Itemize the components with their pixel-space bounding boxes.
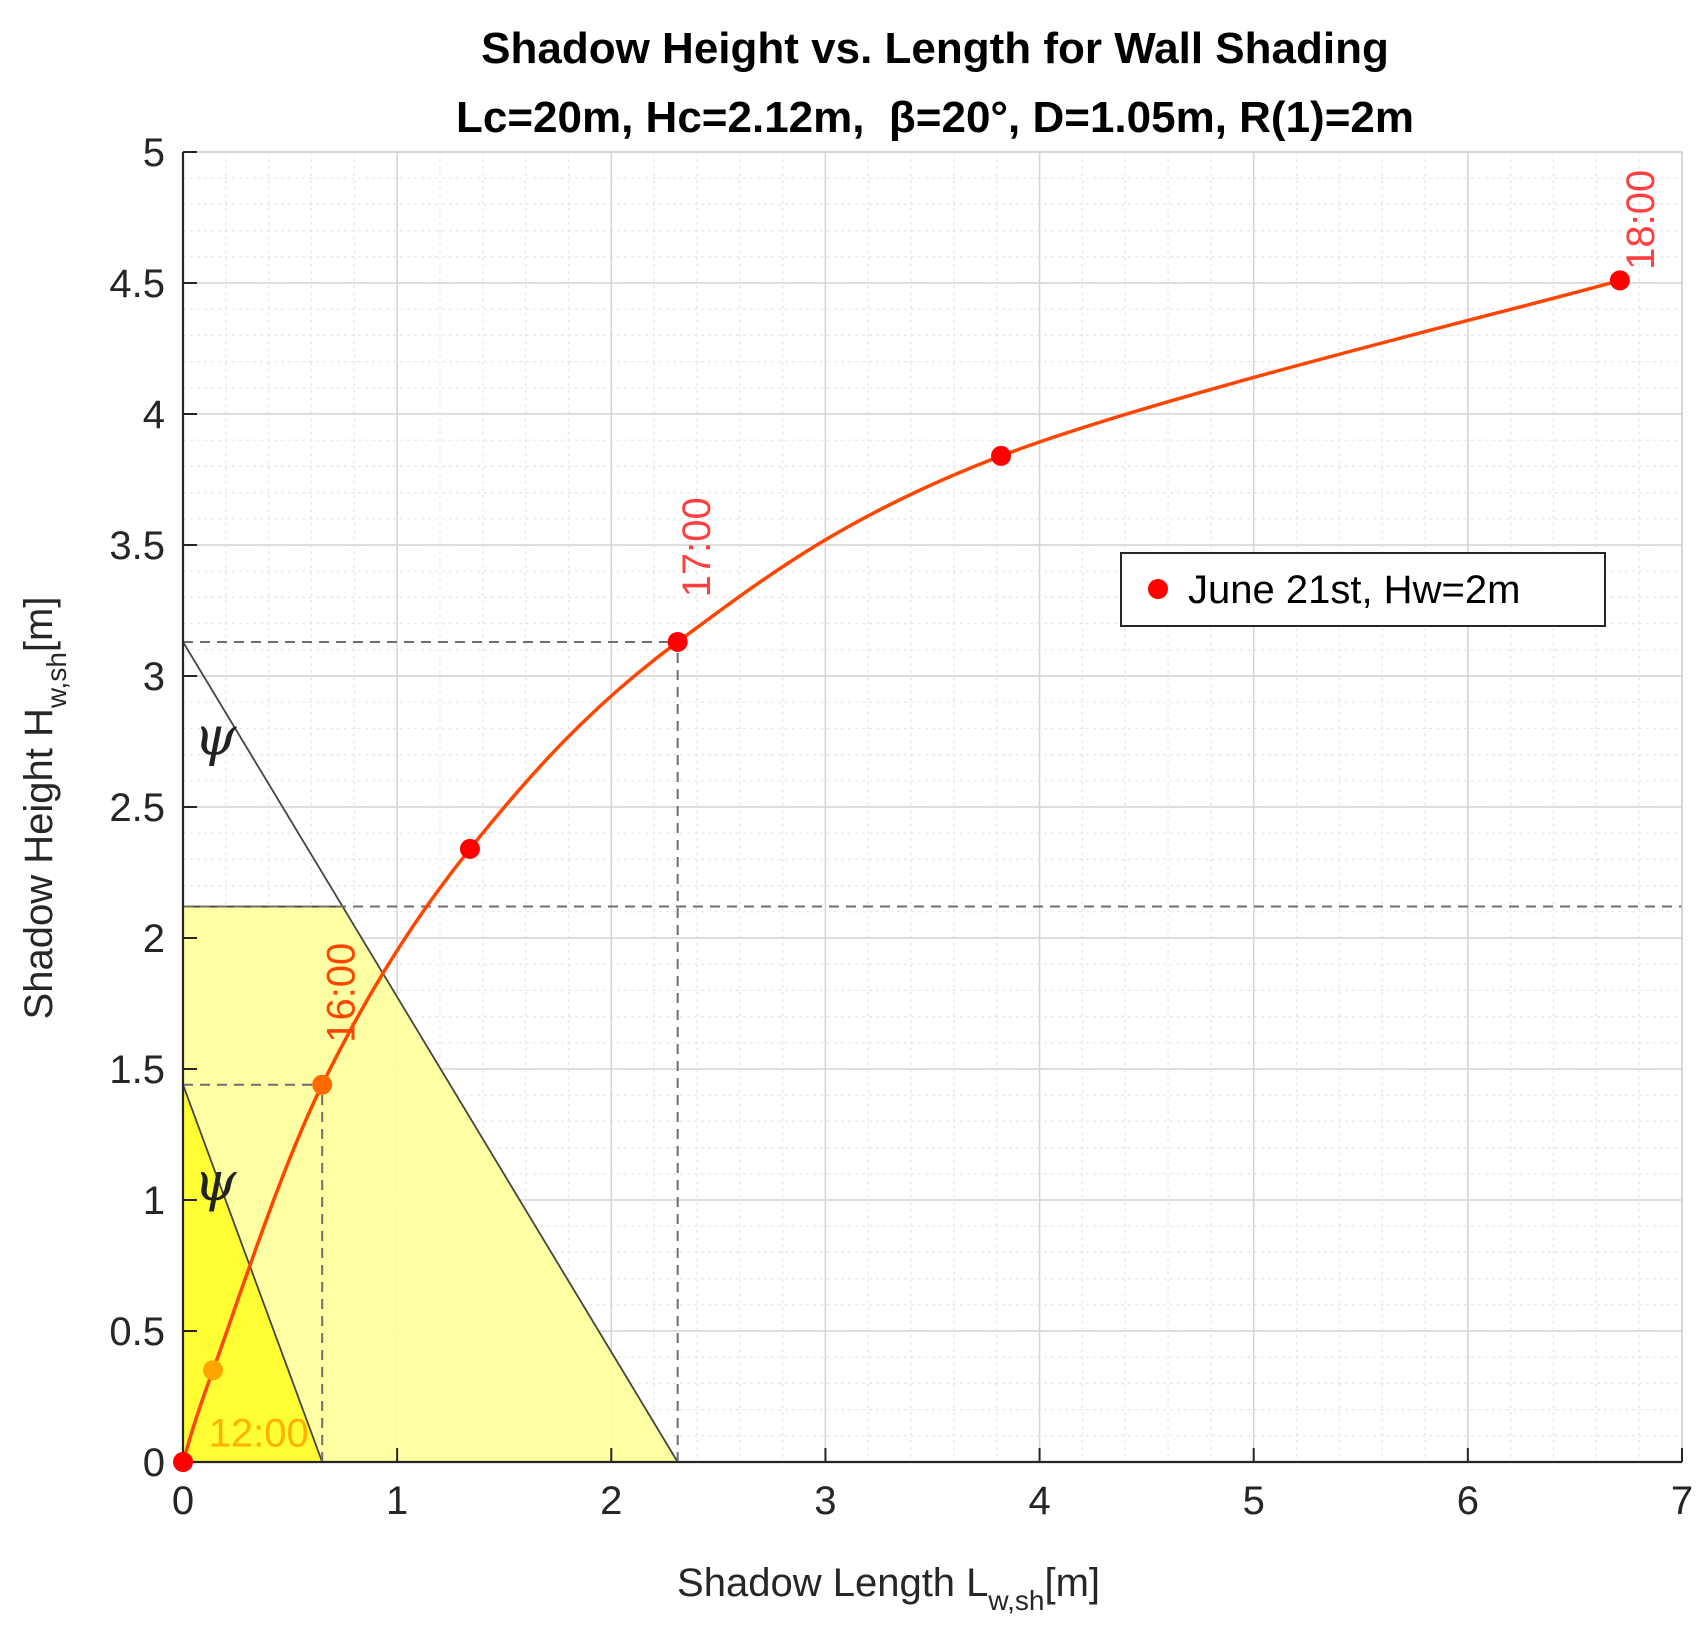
data-point [991, 445, 1012, 466]
legend: June 21st, Hw=2m [1120, 552, 1606, 627]
legend-marker [1148, 579, 1168, 599]
x-tick-label: 3 [814, 1479, 836, 1523]
y-tick-label: 1.5 [109, 1048, 165, 1092]
x-tick-label: 5 [1243, 1479, 1265, 1523]
y-tick-label: 5 [143, 131, 165, 175]
y-tick-label: 2 [143, 917, 165, 961]
chart-subtitle: Lc=20m, Hc=2.12m, β=20°, D=1.05m, R(1)=2… [456, 93, 1414, 142]
diagonal-line-small [182, 1084, 324, 1463]
psi-angle-label: ψ [194, 1150, 237, 1213]
legend-entry: June 21st, Hw=2m [1188, 568, 1520, 612]
chart-title: Shadow Height vs. Length for Wall Shadin… [481, 24, 1389, 73]
x-tick-label: 0 [172, 1479, 194, 1523]
x-axis-label-unit: [m] [1044, 1561, 1100, 1605]
data-point [459, 838, 480, 859]
data-point [202, 1360, 223, 1381]
x-tick-label: 4 [1028, 1479, 1050, 1523]
x-tick-label: 6 [1457, 1479, 1479, 1523]
time-annotation: 16:00 [319, 943, 363, 1043]
x-axis-label: Shadow Length Lw,sh[m] [677, 1561, 1100, 1616]
y-axis-label: Shadow Height Hw,sh[m] [17, 597, 72, 1020]
y-axis-label-main: Shadow Height H [17, 708, 61, 1019]
y-axis-label-sub: w,sh [41, 652, 72, 709]
data-point [667, 631, 688, 652]
psi-angle-label: ψ [194, 705, 237, 768]
legend-box [1120, 552, 1606, 627]
y-tick-label: 4 [143, 393, 165, 437]
x-axis-label-sub: w,sh [987, 1585, 1044, 1616]
y-tick-label: 4.5 [109, 262, 165, 306]
time-annotation: 12:00 [209, 1411, 309, 1455]
time-annotation: 17:00 [675, 497, 719, 597]
series-line [181, 278, 1621, 1463]
shade-region-large [183, 906, 678, 1462]
y-axis-label-unit: [m] [17, 597, 61, 653]
y-tick-label: 0.5 [109, 1310, 165, 1354]
y-tick-label: 2.5 [109, 786, 165, 830]
plot-area: ψ ψ 0 1 2 3 4 5 6 7 0 0.5 1 1.5 2 2.5 3 3.5 4 4.5 5 12:00 16:0… [109, 131, 1693, 1523]
y-tick-label: 1 [143, 1179, 165, 1223]
data-point [1609, 270, 1630, 291]
data-point [312, 1074, 333, 1095]
x-tick-label: 1 [386, 1479, 408, 1523]
diagonal-line-large [182, 641, 679, 1463]
y-tick-label: 3.5 [109, 524, 165, 568]
x-axis-label-main: Shadow Length L [677, 1561, 988, 1605]
data-point [173, 1452, 193, 1472]
x-tick-label: 7 [1671, 1479, 1693, 1523]
x-tick-label: 2 [600, 1479, 622, 1523]
y-tick-label: 0 [143, 1441, 165, 1485]
y-tick-label: 3 [143, 655, 165, 699]
time-annotation: 18:00 [1619, 170, 1663, 270]
